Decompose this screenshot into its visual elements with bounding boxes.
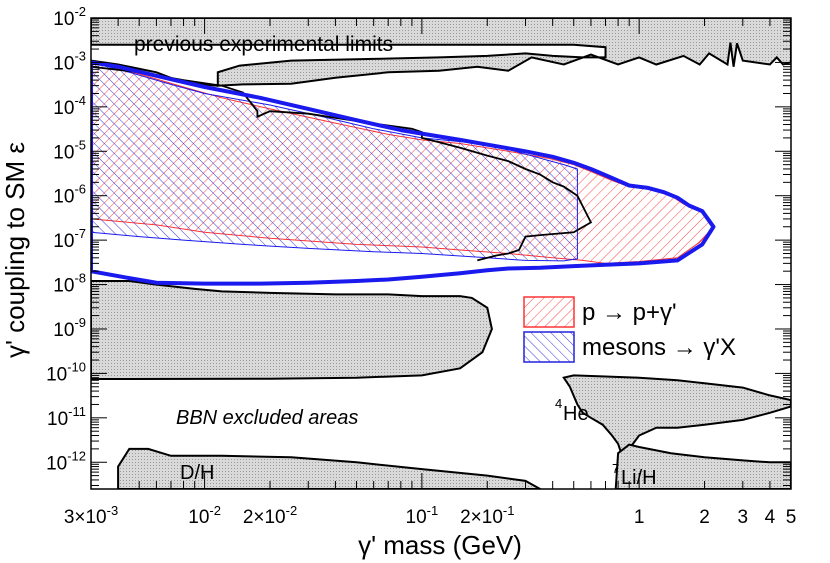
previous-limits-label: previous experimental limits — [134, 33, 393, 56]
he-label: He — [563, 403, 589, 425]
x-tick-label: 5 — [786, 507, 797, 528]
combined-envelope — [91, 60, 716, 286]
x-tick-label: 3×10-3 — [64, 503, 118, 528]
x-tick-label: 4 — [765, 507, 776, 528]
y-tick-label: 10-9 — [53, 315, 86, 341]
legend-swatch-brem — [523, 296, 575, 328]
bbn-li-region — [614, 443, 791, 489]
y-tick-label: 10-12 — [46, 448, 86, 474]
bbn-he-region — [562, 374, 791, 457]
y-tick-label: 10-5 — [53, 137, 86, 163]
previous-limits-region — [91, 18, 791, 87]
y-tick-label: 10-8 — [53, 271, 86, 297]
dh-label: D/H — [180, 462, 214, 484]
legend-label-brem: p → p+γ' — [582, 299, 677, 326]
bbn-main-region — [91, 280, 493, 381]
x-tick-label: 10-1 — [406, 503, 439, 528]
x-tick-label: 2 — [699, 507, 710, 528]
axis-ticks: 3×10-3 10-2 2×10-2 10-1 2×10-1 1 2 3 4 510-210-31… — [46, 4, 796, 528]
li-label: Li/H — [621, 467, 657, 489]
x-tick-label: 2×10-2 — [243, 503, 297, 528]
plot-area — [91, 18, 791, 489]
meson-region — [91, 61, 578, 262]
bbn-dh-region — [117, 447, 543, 489]
y-tick-label: 10-11 — [47, 404, 86, 430]
li-superscript: 7 — [612, 461, 619, 476]
x-tick-label: 10-2 — [188, 503, 221, 528]
y-tick-label: 10-3 — [53, 48, 86, 74]
y-tick-label: 10-10 — [46, 359, 86, 385]
he-superscript: 4 — [555, 396, 562, 411]
inner-boundary-line — [91, 65, 593, 262]
x-axis-label: γ' mass (GeV) — [358, 530, 522, 560]
plot-lines — [91, 59, 716, 286]
y-axis-label: γ' coupling to SM ε — [0, 142, 30, 358]
legend: p → p+γ' mesons → γ'X — [523, 296, 736, 363]
y-tick-label: 10-4 — [53, 93, 86, 119]
y-tick-label: 10-7 — [53, 226, 86, 252]
y-tick-label: 10-2 — [53, 4, 86, 30]
x-tick-label: 3 — [738, 507, 749, 528]
bbn-label: BBN excluded areas — [176, 407, 358, 429]
x-tick-label: 2×10-1 — [460, 503, 514, 528]
legend-swatch-meson — [523, 331, 575, 363]
y-tick-label: 10-6 — [53, 182, 86, 208]
x-tick-label: 1 — [634, 507, 645, 528]
legend-label-meson: mesons → γ'X — [582, 334, 736, 361]
